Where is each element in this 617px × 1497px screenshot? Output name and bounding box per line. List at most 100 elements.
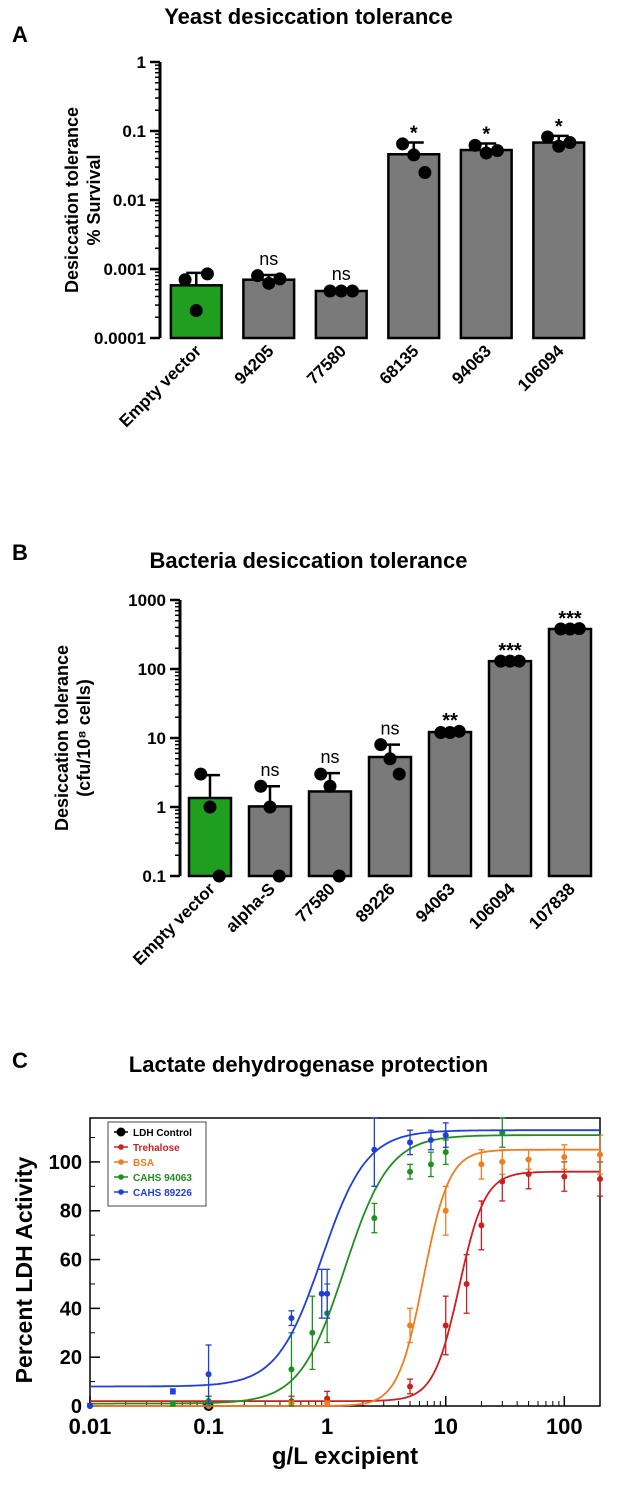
data-point xyxy=(442,1322,449,1329)
data-point xyxy=(541,130,555,144)
bar xyxy=(242,278,296,340)
bar xyxy=(169,284,223,340)
y-tick-label: 0 xyxy=(71,1396,82,1418)
data-point xyxy=(499,1178,506,1185)
data-point xyxy=(479,146,493,160)
category-label: 107838 xyxy=(525,879,579,933)
data-point xyxy=(442,1149,449,1156)
legend-swatch-marker xyxy=(118,1189,124,1195)
category-label: 77580 xyxy=(303,341,350,388)
category-label: 94063 xyxy=(448,341,495,388)
data-point xyxy=(169,1400,176,1407)
y-tick-label: 1 xyxy=(157,798,166,817)
data-point xyxy=(309,1329,316,1336)
data-point xyxy=(189,304,203,318)
category-label: Empty vector xyxy=(129,879,219,969)
y-axis-label: (cfu/10⁸ cells) xyxy=(74,679,94,797)
data-point xyxy=(273,272,287,286)
significance-label: ns xyxy=(259,249,278,269)
data-point xyxy=(561,1173,568,1180)
category-label: 94205 xyxy=(231,341,278,388)
data-point xyxy=(371,1146,378,1153)
bar xyxy=(459,148,513,340)
data-point xyxy=(407,1383,414,1390)
significance-label: *** xyxy=(558,608,582,630)
legend-swatch-marker xyxy=(118,1144,124,1150)
category-label: 77580 xyxy=(292,879,339,926)
data-point xyxy=(490,144,504,158)
y-tick-label: 1000 xyxy=(128,591,166,610)
data-point xyxy=(407,1322,414,1329)
data-point xyxy=(288,1315,295,1322)
significance-label: * xyxy=(482,123,490,145)
y-tick-label: 0.1 xyxy=(122,122,146,141)
bar xyxy=(532,141,586,340)
legend-swatch-marker xyxy=(116,1127,126,1137)
data-point xyxy=(318,1290,325,1297)
data-point xyxy=(563,622,577,636)
bar xyxy=(247,805,293,878)
data-point xyxy=(561,1154,568,1161)
data-point xyxy=(324,1395,331,1402)
legend-swatch-marker xyxy=(118,1174,124,1180)
data-point xyxy=(332,869,346,883)
x-axis-label: g/L excipient xyxy=(272,1443,418,1470)
data-point xyxy=(251,269,265,283)
y-tick-label: 0.0001 xyxy=(94,329,146,348)
category-label: 68135 xyxy=(376,341,423,388)
data-point xyxy=(442,1132,449,1139)
data-point xyxy=(463,1280,470,1287)
panel-letter-b: B xyxy=(12,540,28,565)
x-tick-label: 0.1 xyxy=(193,1414,224,1439)
category-label: 106094 xyxy=(465,879,519,933)
panel-b: B Bacteria desiccation tolerance 0.1 1 10 1… xyxy=(0,500,617,1000)
data-point xyxy=(392,767,406,781)
data-point xyxy=(263,800,277,814)
bar xyxy=(427,730,473,878)
category-label: 106094 xyxy=(514,341,568,395)
data-point xyxy=(494,654,508,668)
significance-label: ns xyxy=(332,264,351,284)
data-point xyxy=(200,267,214,281)
data-point xyxy=(374,738,388,752)
bar xyxy=(547,627,593,878)
significance-label: *** xyxy=(498,640,522,662)
category-label: 89226 xyxy=(352,879,399,926)
significance-label: ns xyxy=(380,719,399,739)
y-tick-label: 20 xyxy=(60,1347,82,1369)
ldh-protection-chart: 0.01 0.1 1 10 100 0 20 40 60 80 100 g/L excipient Pe… xyxy=(11,1117,603,1470)
data-point xyxy=(597,1151,603,1158)
y-axis-label: Percent LDH Activity xyxy=(11,1156,37,1383)
data-point xyxy=(169,1388,176,1395)
fit-curve xyxy=(90,1129,600,1388)
data-point xyxy=(554,622,568,636)
data-point xyxy=(324,1400,331,1407)
legend-label: BSA xyxy=(133,1158,154,1169)
data-point xyxy=(334,284,348,298)
significance-label: ** xyxy=(442,710,458,732)
data-point xyxy=(324,1290,331,1297)
data-point xyxy=(254,779,268,793)
category-label: 94063 xyxy=(412,879,459,926)
data-point xyxy=(418,166,432,180)
legend-label: LDH Control xyxy=(133,1128,192,1139)
chart-title-c: Lactate dehydrogenase protection xyxy=(128,1052,489,1077)
data-point xyxy=(525,1156,532,1163)
data-point xyxy=(442,1207,449,1214)
data-point xyxy=(87,1403,93,1409)
significance-label: * xyxy=(410,123,418,145)
x-tick-label: 1 xyxy=(321,1414,333,1439)
data-point xyxy=(272,869,286,883)
y-axis-label: Desiccation tolerance xyxy=(62,107,82,293)
data-point xyxy=(288,1366,295,1373)
data-point xyxy=(525,1171,532,1178)
data-point xyxy=(478,1161,485,1168)
data-point xyxy=(512,654,526,668)
legend-swatch-marker xyxy=(118,1159,124,1165)
data-point xyxy=(383,752,397,766)
y-tick-label: 60 xyxy=(60,1250,82,1272)
x-tick-label: 100 xyxy=(546,1414,583,1439)
data-point xyxy=(345,284,359,298)
data-point xyxy=(407,148,421,162)
data-point xyxy=(371,1215,378,1222)
